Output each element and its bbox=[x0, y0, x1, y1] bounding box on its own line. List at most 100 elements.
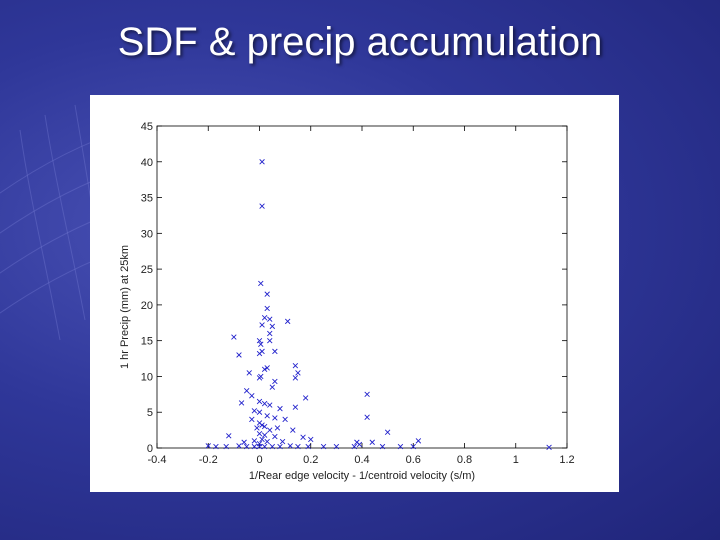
data-point bbox=[320, 443, 327, 450]
data-point bbox=[264, 291, 270, 297]
data-point bbox=[256, 375, 263, 381]
data-point bbox=[261, 423, 268, 430]
data-point bbox=[251, 443, 258, 450]
data-points bbox=[205, 159, 552, 451]
data-point bbox=[279, 438, 286, 445]
data-point bbox=[277, 443, 283, 450]
data-point bbox=[251, 408, 258, 414]
x-tick-label: 0.8 bbox=[457, 454, 472, 466]
data-point bbox=[243, 388, 250, 394]
y-tick-label: 30 bbox=[141, 228, 153, 240]
slide-title: SDF & precip accumulation bbox=[117, 20, 603, 64]
chart-figure: -0.4 -0.2 0 0.2 0.4 0.6 0.8 1 1.2 0 5 10 15 20 25 30 35 4… bbox=[90, 95, 619, 492]
data-point bbox=[231, 334, 237, 340]
data-point bbox=[249, 393, 255, 399]
x-tick-label: 0 bbox=[256, 454, 262, 466]
data-point bbox=[282, 416, 288, 423]
data-point bbox=[300, 434, 306, 440]
data-point bbox=[379, 443, 386, 450]
data-point bbox=[351, 443, 358, 450]
data-point bbox=[269, 443, 276, 450]
data-point bbox=[246, 370, 252, 376]
data-point bbox=[267, 427, 273, 433]
data-point bbox=[267, 330, 273, 337]
data-point bbox=[251, 438, 258, 444]
data-point bbox=[302, 395, 309, 401]
y-tick-label: 25 bbox=[141, 264, 153, 276]
data-point bbox=[356, 441, 363, 448]
data-point bbox=[259, 203, 265, 209]
data-point bbox=[238, 400, 245, 406]
data-point bbox=[223, 443, 229, 450]
data-point bbox=[226, 433, 232, 439]
y-tick-label: 45 bbox=[141, 121, 153, 133]
data-point bbox=[213, 443, 219, 450]
x-tick-label: -0.4 bbox=[148, 454, 167, 466]
data-point bbox=[295, 443, 301, 450]
data-point bbox=[267, 402, 273, 408]
data-point bbox=[267, 337, 273, 344]
data-point bbox=[261, 400, 268, 407]
data-point bbox=[249, 416, 255, 423]
x-axis-label: 1/Rear edge velocity - 1/centroid veloci… bbox=[249, 470, 475, 482]
data-point bbox=[261, 443, 268, 450]
data-point bbox=[258, 280, 264, 287]
data-point bbox=[264, 413, 270, 419]
data-point bbox=[259, 348, 265, 355]
data-point bbox=[264, 438, 270, 445]
x-tick-label: -0.2 bbox=[199, 454, 218, 466]
data-point bbox=[256, 409, 263, 415]
data-point bbox=[364, 391, 370, 398]
data-point bbox=[258, 341, 264, 347]
x-tick-label: 0.2 bbox=[303, 454, 318, 466]
data-point bbox=[397, 443, 404, 450]
data-point bbox=[259, 322, 265, 328]
data-point bbox=[292, 375, 299, 381]
data-point bbox=[284, 318, 291, 325]
data-point bbox=[269, 323, 276, 330]
data-point bbox=[236, 352, 242, 358]
y-axis-label: 1 hr Precip (mm) at 25km bbox=[119, 245, 131, 369]
data-point bbox=[256, 430, 263, 437]
data-point bbox=[264, 365, 270, 371]
data-point bbox=[415, 438, 422, 444]
y-tick-label: 35 bbox=[141, 193, 153, 205]
data-point bbox=[292, 404, 299, 410]
data-point bbox=[259, 159, 265, 165]
y-tick-label: 0 bbox=[147, 443, 153, 455]
data-point bbox=[308, 436, 314, 443]
data-point bbox=[295, 370, 301, 376]
data-point bbox=[205, 443, 211, 449]
y-tick-label: 5 bbox=[147, 407, 153, 419]
data-point bbox=[369, 439, 375, 445]
data-point bbox=[274, 425, 281, 431]
data-point bbox=[264, 305, 270, 312]
data-point bbox=[305, 443, 311, 450]
axis-ticks: -0.4 -0.2 0 0.2 0.4 0.6 0.8 1 1.2 0 5 10 15 20 25 30 35 4… bbox=[141, 121, 575, 466]
data-point bbox=[272, 433, 278, 440]
data-point bbox=[292, 362, 299, 369]
scatter-plot: -0.4 -0.2 0 0.2 0.4 0.6 0.8 1 1.2 0 5 10 15 20 25 30 35 4… bbox=[119, 121, 575, 482]
data-point bbox=[259, 422, 265, 428]
data-point bbox=[243, 443, 250, 450]
data-point bbox=[364, 414, 370, 420]
y-tick-label: 20 bbox=[141, 300, 153, 312]
data-point bbox=[261, 315, 268, 321]
data-point bbox=[287, 443, 293, 449]
data-point bbox=[272, 415, 278, 421]
data-point bbox=[384, 429, 391, 435]
data-point bbox=[272, 378, 278, 385]
data-point bbox=[333, 443, 340, 450]
data-point bbox=[261, 432, 268, 438]
y-tick-label: 10 bbox=[141, 371, 153, 383]
data-point bbox=[546, 444, 552, 451]
x-tick-label: 1.2 bbox=[559, 454, 574, 466]
data-point bbox=[256, 443, 263, 450]
data-point bbox=[410, 443, 416, 450]
data-point bbox=[254, 425, 260, 431]
data-point bbox=[259, 436, 265, 443]
data-point bbox=[290, 427, 296, 433]
data-point bbox=[261, 366, 268, 373]
data-point bbox=[267, 316, 273, 322]
y-tick-label: 15 bbox=[141, 336, 153, 348]
